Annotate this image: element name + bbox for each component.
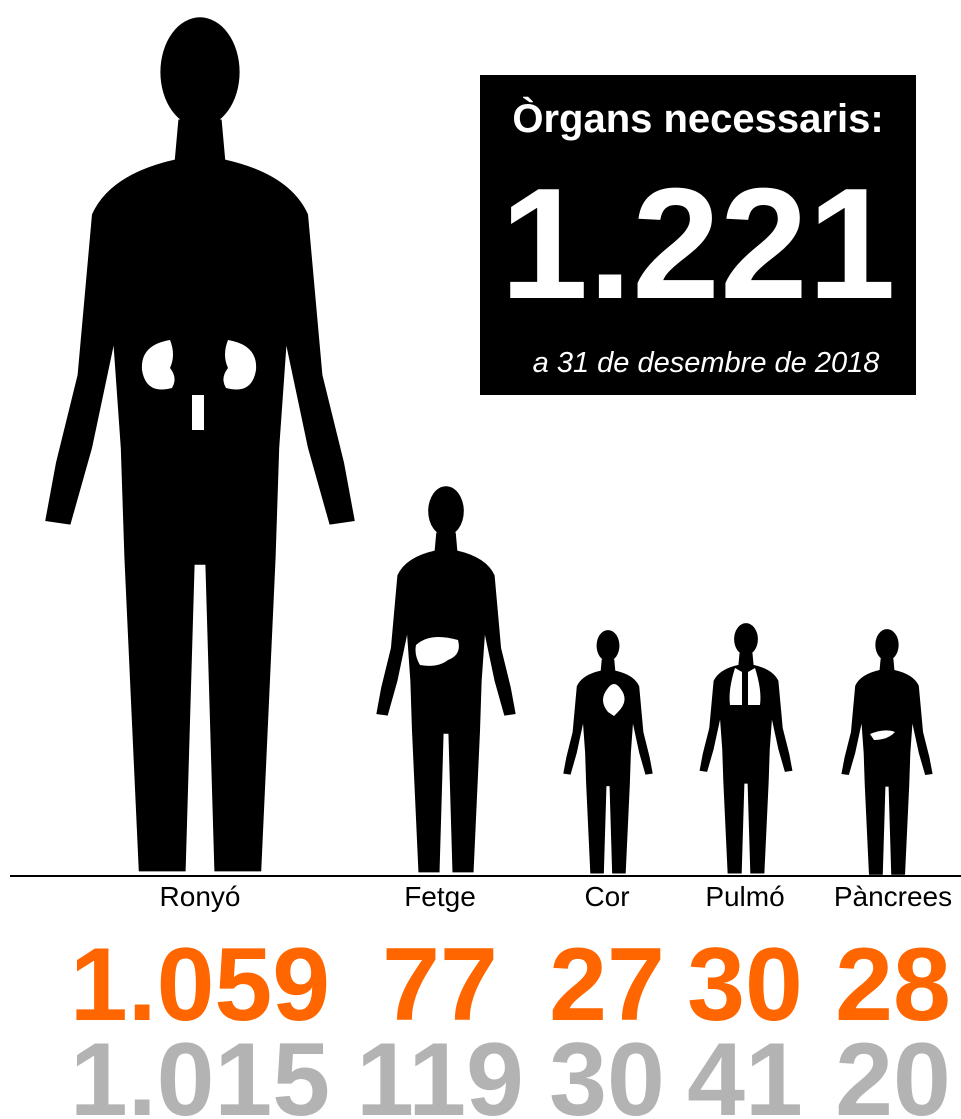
silhouette (563, 630, 652, 873)
organ-columns: Ronyó1.0591.015Fetge77119Cor2730Pulmó304… (70, 881, 952, 1119)
previous-count: 30 (549, 1022, 665, 1119)
organ-name: Cor (584, 881, 629, 912)
organ-name: Pàncrees (834, 881, 952, 912)
bladder-icon (192, 395, 204, 430)
organ-name: Ronyó (160, 881, 241, 912)
previous-count: 41 (687, 1022, 803, 1119)
silhouette-large (45, 17, 355, 871)
silhouette (376, 486, 515, 872)
organ-name: Pulmó (705, 881, 784, 912)
previous-count: 20 (835, 1022, 951, 1119)
previous-count: 119 (356, 1022, 524, 1119)
header-title: Òrgans necessaris: (512, 95, 883, 141)
page: Òrgans necessaris: 1.221 a 31 de desembr… (0, 0, 961, 1119)
infographic: Òrgans necessaris: 1.221 a 31 de desembr… (0, 0, 961, 1119)
previous-count: 1.015 (70, 1022, 330, 1119)
header-date: a 31 de desembre de 2018 (533, 347, 880, 379)
header-total: 1.221 (500, 156, 895, 332)
organ-name: Fetge (404, 881, 476, 912)
silhouette (841, 629, 932, 875)
silhouette (700, 623, 793, 873)
